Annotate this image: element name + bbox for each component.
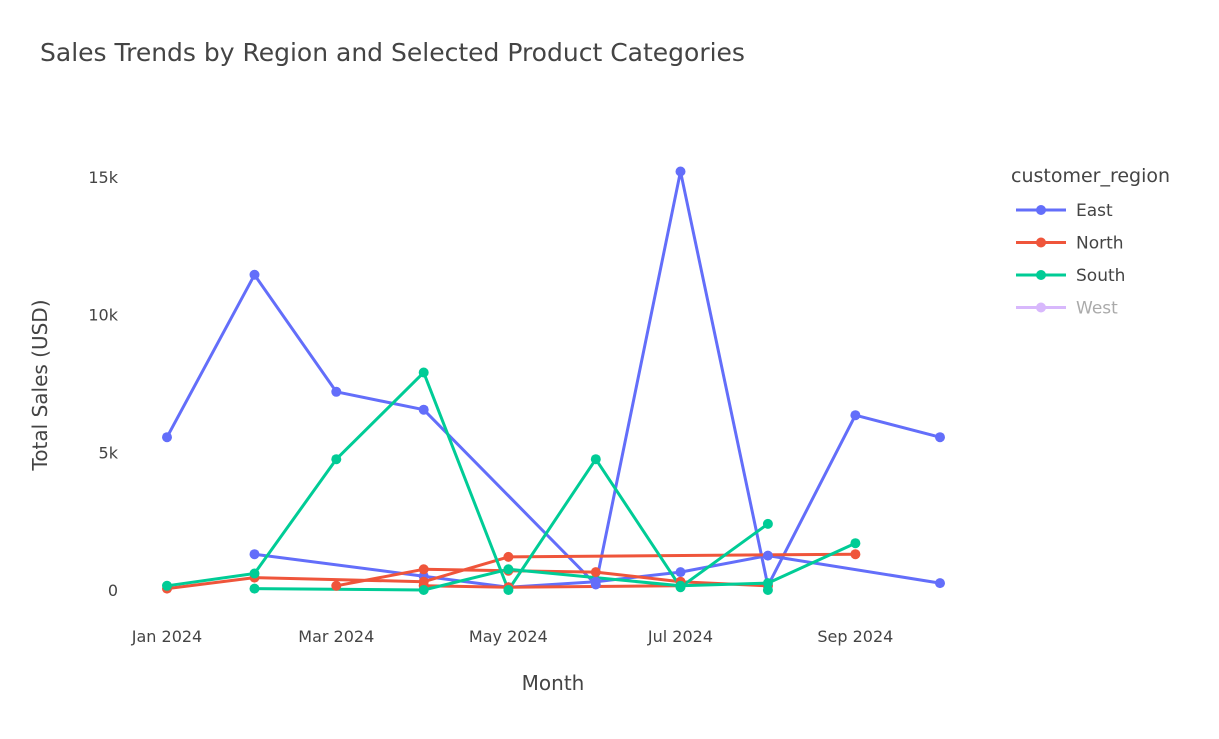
data-point-south <box>590 454 601 465</box>
y-axis-title: Total Sales (USD) <box>28 300 52 472</box>
data-point-east <box>162 432 172 443</box>
data-point-south <box>762 585 773 595</box>
data-point-east <box>675 166 686 177</box>
data-point-east <box>675 567 686 578</box>
data-point-south <box>331 454 342 465</box>
data-point-south <box>418 367 429 378</box>
y-tick-label: 15k <box>88 168 118 187</box>
legend-marker-north <box>1036 237 1046 248</box>
legend-label-west: West <box>1076 299 1118 319</box>
data-point-north <box>590 567 601 578</box>
data-point-north <box>503 551 514 562</box>
data-point-east <box>418 404 429 415</box>
x-tick-label: May 2024 <box>469 627 548 646</box>
y-tick-label: 0 <box>108 581 118 600</box>
y-tick-label: 5k <box>99 443 119 462</box>
data-point-east <box>935 432 945 443</box>
legend-title: customer_region <box>1011 165 1170 187</box>
y-tick-labels: 0 5k 10k 15k <box>88 168 118 600</box>
series-points <box>162 166 945 595</box>
data-point-south <box>162 580 172 591</box>
data-point-south <box>762 518 773 529</box>
data-point-east <box>590 576 601 587</box>
legend-item-north[interactable]: North <box>1016 234 1124 254</box>
data-point-east <box>249 269 260 280</box>
data-point-south <box>418 585 429 595</box>
data-point-east <box>935 578 945 589</box>
legend-label-east: East <box>1076 201 1113 221</box>
data-point-east <box>331 386 342 397</box>
data-point-south <box>675 580 686 591</box>
x-tick-label: Mar 2024 <box>298 627 374 646</box>
legend-marker-east <box>1036 205 1046 215</box>
chart-title: Sales Trends by Region and Selected Prod… <box>40 38 745 67</box>
y-tick-label: 10k <box>88 306 118 325</box>
x-tick-label: Jul 2024 <box>647 627 713 646</box>
data-point-south <box>762 578 773 589</box>
legend-marker-west <box>1036 302 1046 313</box>
legend-item-west[interactable]: West <box>1016 299 1118 319</box>
x-axis-title: Month <box>522 671 585 695</box>
legend-label-north: North <box>1076 234 1124 254</box>
legend-item-south[interactable]: South <box>1016 266 1125 286</box>
legend-label-south: South <box>1076 266 1125 286</box>
data-point-south <box>249 583 260 594</box>
data-point-north <box>331 580 342 591</box>
data-point-south <box>850 538 861 549</box>
x-tick-labels: Jan 2024 Mar 2024 May 2024 Jul 2024 Sep 2024 <box>131 627 894 646</box>
legend-item-east[interactable]: East <box>1016 201 1113 221</box>
series-line-south <box>165 371 770 592</box>
data-point-north <box>418 564 429 575</box>
data-point-east <box>850 410 861 421</box>
x-tick-label: Sep 2024 <box>817 627 893 646</box>
data-point-east <box>762 550 773 561</box>
legend-marker-south <box>1036 270 1046 280</box>
series-line-north <box>334 567 770 588</box>
data-point-east <box>249 549 260 560</box>
data-point-south <box>503 564 514 575</box>
data-point-south <box>249 568 260 579</box>
series-lines <box>165 170 942 592</box>
data-point-north <box>850 549 861 560</box>
legend: customer_region East North South West <box>1011 165 1170 319</box>
series-line-north <box>422 584 682 589</box>
x-tick-label: Jan 2024 <box>131 627 202 646</box>
data-point-south <box>503 585 514 595</box>
